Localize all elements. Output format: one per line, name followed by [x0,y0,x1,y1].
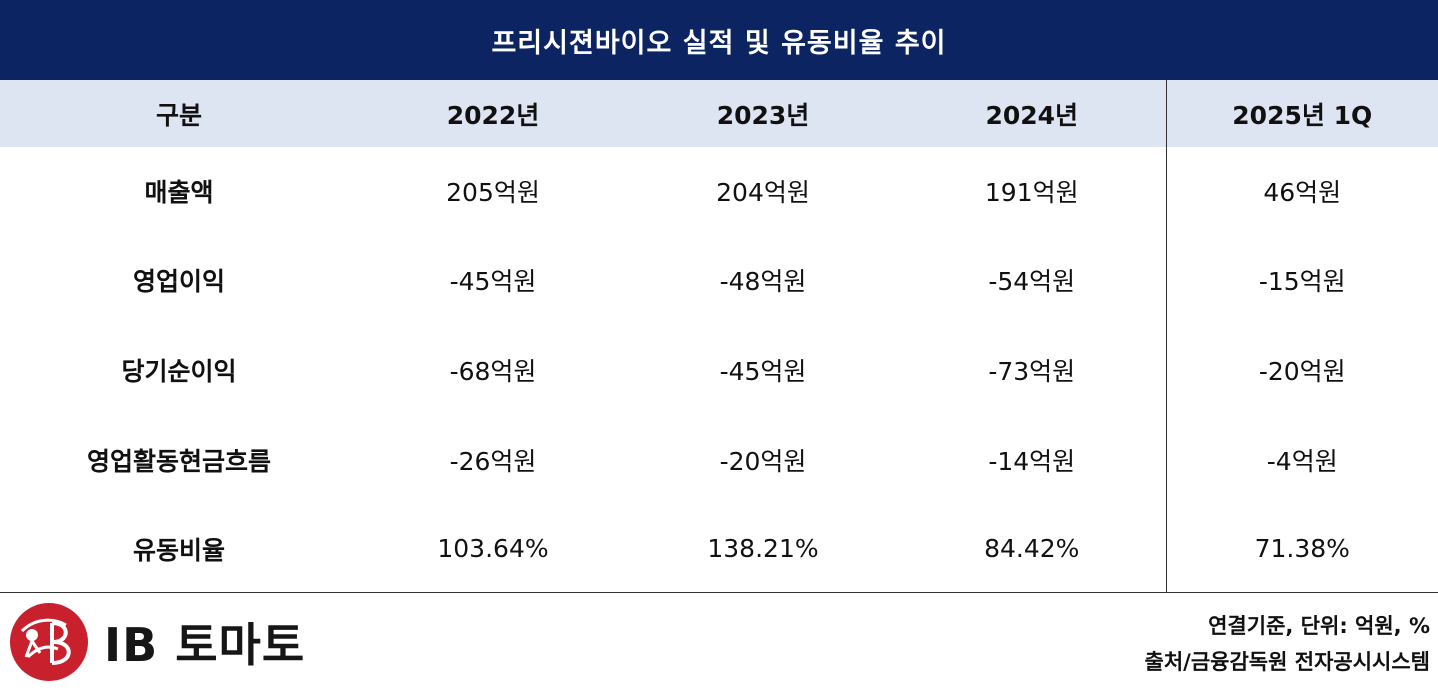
table-cell: -54억원 [988,267,1076,296]
table-cell: 84.42% [898,505,1166,593]
table-row-revenue: 매출액 205억원 204억원 191억원 46억원 [0,147,1438,235]
table-row-operating-profit: 영업이익 -45억원 -48억원 -54억원 -15억원 [0,235,1438,325]
column-header-2023: 2023년 [628,80,898,147]
table-cell: -20억원 [719,447,807,476]
header-row: 구분 2022년 2023년 2024년 2025년 1Q [0,80,1438,147]
logo-text: IB 토마토 [104,618,306,672]
table-title: 프리시젼바이오 실적 및 유동비율 추이 [0,0,1438,80]
table-cell: 138.21% [628,505,898,593]
table-cell: -15억원 [1165,235,1438,325]
table-cell: -14억원 [988,447,1076,476]
row-label: 당기순이익 [121,357,237,386]
table-cell: -20억원 [1165,325,1438,415]
footnotes: 연결기준, 단위: 억원, % 출처/금융감독원 전자공시시스템 [1145,608,1430,680]
row-label: 유동비율 [0,505,358,593]
row-label: 영업활동현금흐름 [86,447,271,476]
table-cell: -73억원 [988,357,1076,386]
table-cell: 204억원 [716,178,810,207]
financial-table: 구분 2022년 2023년 2024년 2025년 1Q 매출액 205억원 … [0,80,1438,593]
table-cell: -4억원 [1165,415,1438,505]
table-cell: -68억원 [449,357,537,386]
table-row-current-ratio: 유동비율 103.64% 138.21% 84.42% 71.38% [0,505,1438,593]
footer: IB 토마토 연결기준, 단위: 억원, % 출처/금융감독원 전자공시시스템 [0,598,1438,690]
column-header-2025-1q: 2025년 1Q [1165,80,1438,147]
unit-note: 연결기준, 단위: 억원, % [1208,614,1430,638]
source-note: 출처/금융감독원 전자공시시스템 [1144,650,1430,674]
column-header-2024: 2024년 [898,80,1166,147]
table-cell: 103.64% [358,505,628,593]
table-cell: 205억원 [446,178,540,207]
table-row-operating-cash-flow: 영업활동현금흐름 -26억원 -20억원 -14억원 -4억원 [0,415,1438,505]
row-label: 매출액 [144,178,214,207]
table-cell: 71.38% [1165,505,1438,593]
table-cell: -45억원 [719,357,807,386]
table-cell: -26억원 [449,447,537,476]
table-cell: 191억원 [984,178,1079,207]
column-header-2022: 2022년 [358,80,628,147]
column-header-category: 구분 [0,80,358,147]
ib-tomato-logo: IB 토마토 [8,602,348,682]
table-cell: -48억원 [719,267,807,296]
table-cell: 46억원 [1165,147,1438,235]
ib-tomato-logo-icon [10,603,88,681]
table-cell: -45억원 [449,267,537,296]
row-label: 영업이익 [132,267,225,296]
table-row-net-income: 당기순이익 -68억원 -45억원 -73억원 -20억원 [0,325,1438,415]
